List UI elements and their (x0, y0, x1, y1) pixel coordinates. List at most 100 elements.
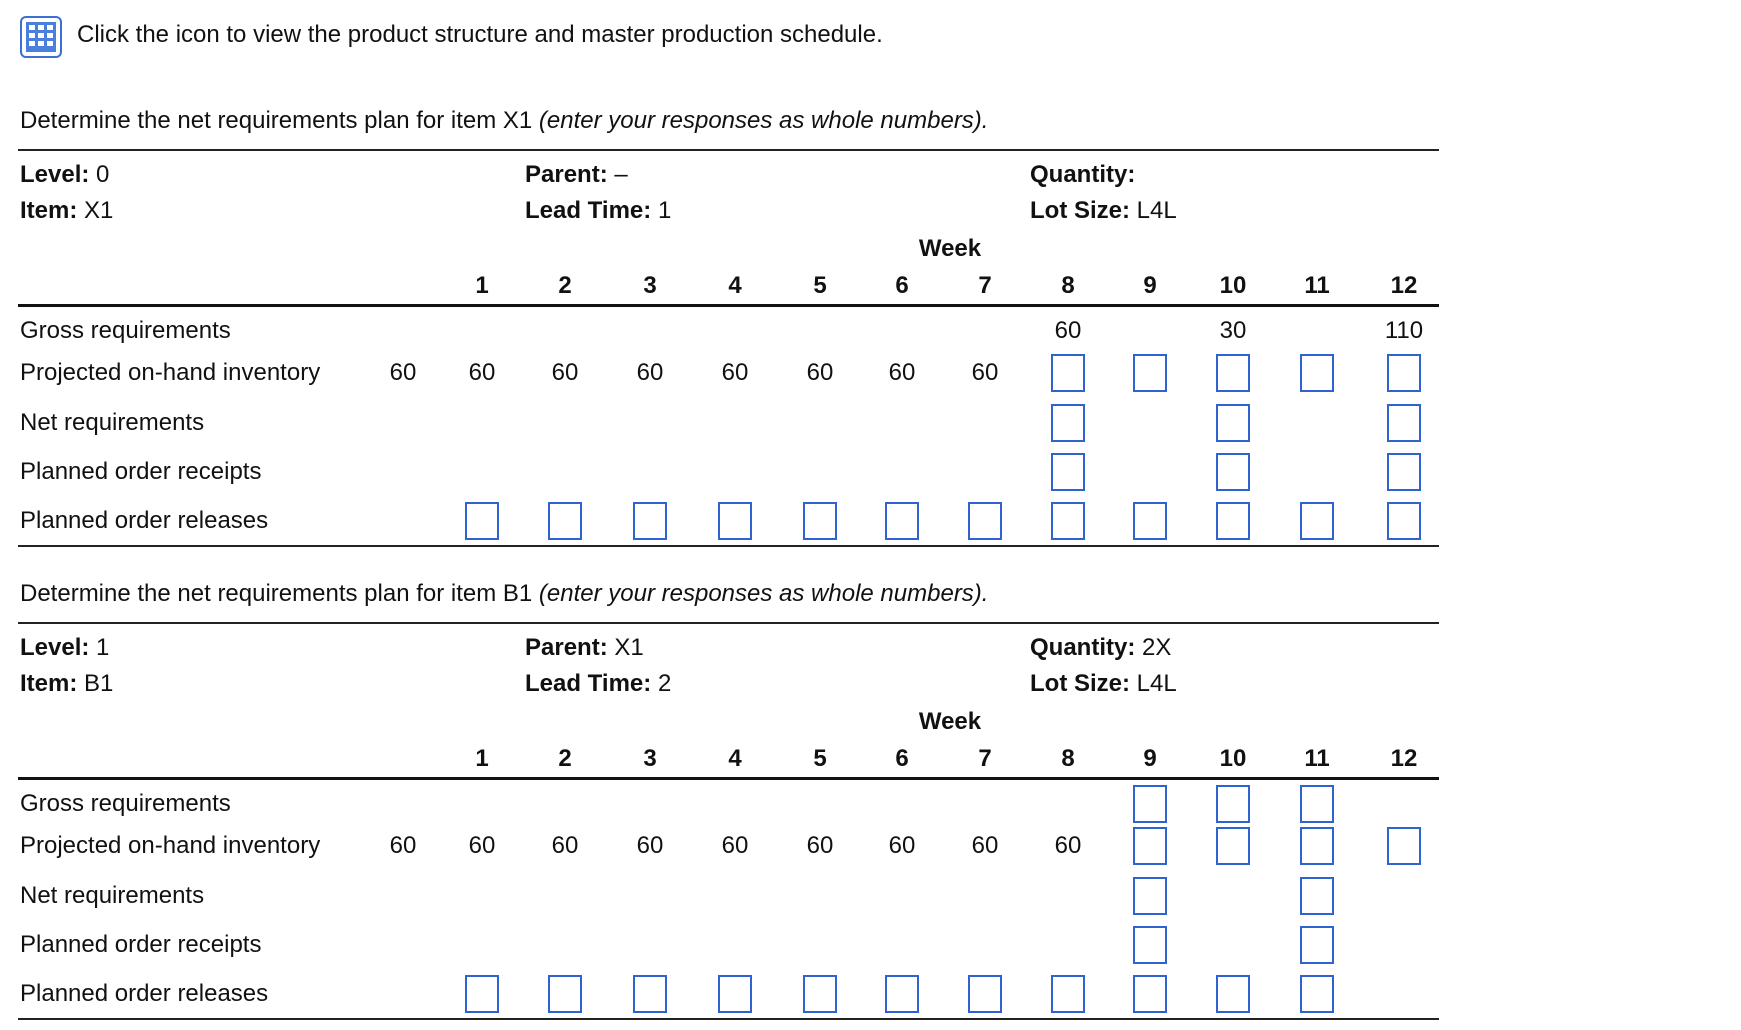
on-hand-input[interactable] (1387, 354, 1421, 392)
gross-requirement-input[interactable] (1133, 785, 1167, 823)
planned-receipt-input[interactable] (1133, 926, 1167, 964)
week-number: 9 (1143, 272, 1157, 299)
planned-release-input[interactable] (1216, 502, 1250, 540)
lead-time-field: Lead Time: 1 (525, 197, 671, 225)
quantity-field-value: 2X (1142, 634, 1172, 661)
on-hand-input[interactable] (1133, 354, 1167, 392)
lot-size-field-value: L4L (1136, 197, 1177, 224)
level-field-value: 0 (96, 161, 110, 188)
planned-release-input[interactable] (1051, 975, 1085, 1013)
week-number: 2 (558, 745, 572, 772)
item-field: Item: B1 (20, 670, 113, 698)
on-hand-input[interactable] (1300, 827, 1334, 865)
item-field: Item: X1 (20, 197, 113, 225)
quantity-field: Quantity: (1030, 161, 1135, 189)
level-field: Level: 0 (20, 161, 109, 189)
on-hand-value: 60 (971, 832, 999, 859)
instruction-text: Click the icon to view the product struc… (77, 21, 883, 48)
on-hand-value: 60 (888, 832, 916, 859)
row-label: Planned order receipts (20, 458, 262, 485)
week-number: 5 (813, 272, 827, 299)
week-number: 5 (813, 745, 827, 772)
planned-release-input[interactable] (1051, 502, 1085, 540)
week-number: 12 (1390, 745, 1418, 772)
planned-release-input[interactable] (633, 975, 667, 1013)
item-field-label: Item: (20, 197, 78, 224)
gross-requirement-input[interactable] (1216, 785, 1250, 823)
net-requirement-input[interactable] (1387, 404, 1421, 442)
on-hand-input[interactable] (1387, 827, 1421, 865)
week-number: 6 (895, 745, 909, 772)
week-number: 10 (1219, 745, 1247, 772)
planned-receipt-input[interactable] (1051, 453, 1085, 491)
gross-requirement-input[interactable] (1300, 785, 1334, 823)
week-number: 8 (1061, 745, 1075, 772)
planned-receipt-input[interactable] (1300, 926, 1334, 964)
on-hand-value: 60 (971, 359, 999, 386)
planned-release-input[interactable] (968, 975, 1002, 1013)
net-requirement-input[interactable] (1133, 877, 1167, 915)
week-number: 4 (728, 745, 742, 772)
planned-release-input[interactable] (718, 975, 752, 1013)
planned-receipt-input[interactable] (1216, 453, 1250, 491)
lot-size-field-value: L4L (1136, 670, 1177, 697)
planned-release-input[interactable] (1300, 502, 1334, 540)
on-hand-input[interactable] (1216, 827, 1250, 865)
lead-time-field-value: 2 (657, 670, 672, 697)
parent-field: Parent: – (525, 161, 628, 189)
planned-release-input[interactable] (548, 975, 582, 1013)
week-header: Week (918, 708, 982, 735)
prompt-text: Determine the net requirements plan for … (20, 107, 988, 135)
on-hand-input[interactable] (1051, 354, 1085, 392)
week-number: 8 (1061, 272, 1075, 299)
lead-time-field-value: 1 (657, 197, 672, 224)
planned-release-input[interactable] (803, 975, 837, 1013)
week-number: 7 (978, 272, 992, 299)
parent-field-value: – (614, 161, 628, 188)
on-hand-input[interactable] (1216, 354, 1250, 392)
table-bottom-rule (18, 545, 1439, 547)
lead-time-field-label: Lead Time: (525, 197, 652, 224)
week-number: 9 (1143, 745, 1157, 772)
planned-release-input[interactable] (1387, 502, 1421, 540)
week-number: 3 (643, 745, 657, 772)
item-field-value: B1 (84, 670, 114, 697)
table-grid-icon[interactable] (20, 16, 62, 58)
level-field: Level: 1 (20, 634, 109, 662)
planned-release-input[interactable] (885, 502, 919, 540)
planned-release-input[interactable] (548, 502, 582, 540)
item-field-value: X1 (84, 197, 114, 224)
lot-size-field-label: Lot Size: (1030, 197, 1130, 224)
planned-release-input[interactable] (1133, 502, 1167, 540)
row-label: Net requirements (20, 409, 205, 436)
planned-release-input[interactable] (633, 502, 667, 540)
week-number: 1 (475, 272, 489, 299)
net-requirement-input[interactable] (1051, 404, 1085, 442)
parent-field: Parent: X1 (525, 634, 644, 662)
planned-release-input[interactable] (885, 975, 919, 1013)
on-hand-value: 60 (1054, 832, 1082, 859)
on-hand-value: 60 (806, 832, 834, 859)
planned-release-input[interactable] (1133, 975, 1167, 1013)
net-requirement-input[interactable] (1300, 877, 1334, 915)
planned-release-input[interactable] (1216, 975, 1250, 1013)
initial-on-hand: 60 (389, 832, 417, 859)
planned-release-input[interactable] (718, 502, 752, 540)
item-field-label: Item: (20, 670, 78, 697)
week-number: 4 (728, 272, 742, 299)
quantity-field: Quantity: 2X (1030, 634, 1171, 662)
planned-release-input[interactable] (1300, 975, 1334, 1013)
planned-release-input[interactable] (803, 502, 837, 540)
level-field-label: Level: (20, 161, 90, 188)
on-hand-input[interactable] (1133, 827, 1167, 865)
lot-size-field-label: Lot Size: (1030, 670, 1130, 697)
planned-receipt-input[interactable] (1387, 453, 1421, 491)
parent-field-value: X1 (614, 634, 644, 661)
on-hand-input[interactable] (1300, 354, 1334, 392)
gross-requirement-value: 110 (1384, 317, 1424, 344)
on-hand-value: 60 (468, 359, 496, 386)
net-requirement-input[interactable] (1216, 404, 1250, 442)
planned-release-input[interactable] (465, 975, 499, 1013)
planned-release-input[interactable] (968, 502, 1002, 540)
planned-release-input[interactable] (465, 502, 499, 540)
